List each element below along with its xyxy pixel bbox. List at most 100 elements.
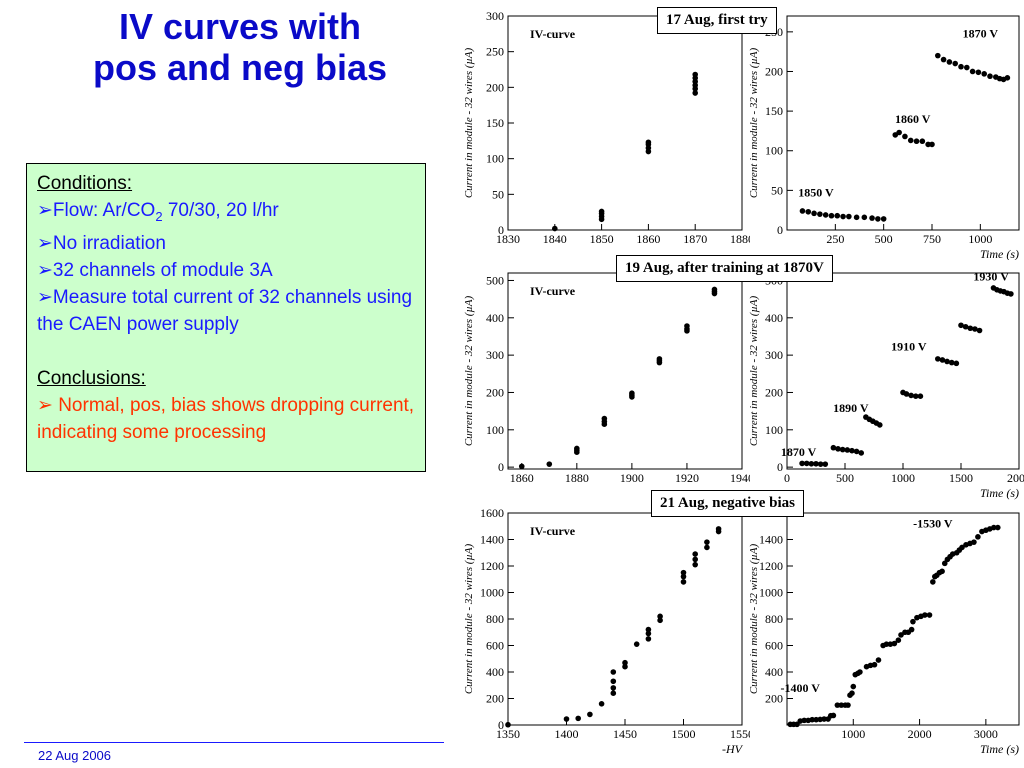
x-tick-label: 500 (836, 471, 854, 485)
x-tick-label: 1860 (510, 471, 534, 485)
data-point (1008, 291, 1014, 297)
data-point (711, 286, 718, 293)
x-tick-label: 1880 (565, 471, 589, 485)
y-tick-label: 400 (486, 665, 504, 679)
condition-text: 32 channels of module 3A (52, 259, 273, 281)
data-point (505, 721, 511, 728)
y-tick-label: 0 (498, 223, 504, 237)
condition-text: No irradiation (52, 232, 166, 254)
data-point (908, 392, 914, 399)
data-point (817, 461, 824, 467)
data-point (633, 641, 640, 647)
data-point (834, 702, 841, 708)
data-point (877, 422, 883, 428)
x-tick-label: 1860 (636, 232, 660, 246)
data-point (907, 137, 914, 144)
data-point (958, 322, 964, 329)
data-point (684, 323, 690, 329)
x-tick-label: 1870 (683, 232, 707, 246)
data-point (919, 138, 926, 145)
data-point (962, 323, 969, 330)
data-point (830, 712, 837, 719)
x-tick-label: 1400 (555, 727, 579, 741)
data-point (610, 669, 617, 675)
y-tick-label: 100 (486, 152, 504, 166)
y-tick-label: 1400 (759, 533, 783, 547)
data-point (805, 208, 812, 215)
data-point (939, 357, 946, 363)
data-point (828, 212, 835, 219)
x-tick-label: 1000 (968, 232, 992, 246)
data-point (656, 356, 663, 362)
slide-title-line2: pos and neg bias (92, 47, 388, 88)
data-point (834, 212, 841, 219)
bullet-arrow-icon: ➢ (37, 259, 53, 281)
data-point (853, 448, 860, 455)
data-point (952, 60, 958, 67)
data-point (908, 626, 915, 633)
data-point (838, 702, 845, 708)
data-point (944, 358, 950, 365)
y-tick-label: 400 (765, 665, 783, 679)
y-tick-label: 800 (486, 612, 504, 626)
data-point (803, 460, 810, 467)
x-tick-label: 250 (826, 232, 844, 246)
y-axis-label: Current in module - 32 wires (µA) (748, 543, 760, 694)
data-point (657, 613, 663, 620)
data-point (657, 617, 663, 624)
time-plot-17aug: 2505007501000050100150200250Current in m… (748, 15, 1020, 260)
data-point (941, 560, 948, 567)
data-point (880, 216, 887, 222)
condition-item: ➢Measure total current of 32 channels us… (37, 284, 417, 338)
x-axis-label: Time (s) (980, 247, 1019, 260)
data-point (845, 702, 851, 708)
data-point (563, 716, 570, 722)
y-tick-label: 100 (486, 423, 504, 437)
data-point (835, 446, 841, 452)
data-point (917, 393, 924, 399)
data-point (896, 129, 902, 136)
y-tick-label: 1200 (759, 559, 783, 573)
data-point (987, 73, 993, 80)
data-point (629, 390, 635, 397)
data-point (799, 460, 805, 467)
data-point (587, 711, 593, 718)
bullet-arrow-icon: ➢ (37, 394, 53, 416)
plot-frame (507, 15, 743, 231)
y-tick-label: 0 (777, 460, 783, 474)
y-tick-label: 600 (765, 639, 783, 653)
data-point (895, 637, 902, 643)
flow-item: ➢Flow: Ar/CO2 70/30, 20 l/hr (37, 197, 417, 230)
chart-title: IV-curve (530, 284, 576, 298)
x-tick-label: 1500 (949, 471, 973, 485)
data-point (1004, 75, 1011, 81)
voltage-annotation: -1530 V (913, 517, 953, 531)
data-point (692, 561, 698, 568)
chart-title: IV-curve (530, 27, 576, 41)
slide-title-line1: IV curves with (118, 6, 362, 47)
condition-item: ➢32 channels of module 3A (37, 257, 417, 284)
x-axis-label: Time (s) (980, 742, 1019, 756)
conditions-header: Conditions: (37, 173, 133, 194)
x-tick-label: 0 (784, 471, 790, 485)
data-point (935, 52, 941, 59)
voltage-annotation: 1870 V (781, 445, 817, 459)
y-tick-label: 800 (765, 612, 783, 626)
condition-text: Measure total current of 32 channels usi… (37, 286, 413, 335)
y-tick-label: 150 (765, 104, 783, 118)
data-point (811, 210, 817, 217)
data-point (902, 133, 908, 140)
y-tick-label: 1400 (480, 533, 504, 547)
run-label-19aug: 19 Aug, after training at 1870V (616, 255, 833, 282)
data-point (704, 544, 710, 551)
y-tick-label: 400 (486, 311, 504, 325)
data-point (930, 579, 936, 585)
y-tick-label: 200 (765, 692, 783, 706)
data-point (875, 216, 881, 222)
data-point (680, 579, 687, 585)
data-point (971, 539, 977, 545)
voltage-annotation: 1860 V (895, 112, 931, 126)
data-point (976, 327, 983, 334)
data-point (839, 446, 846, 453)
data-point (898, 632, 904, 638)
